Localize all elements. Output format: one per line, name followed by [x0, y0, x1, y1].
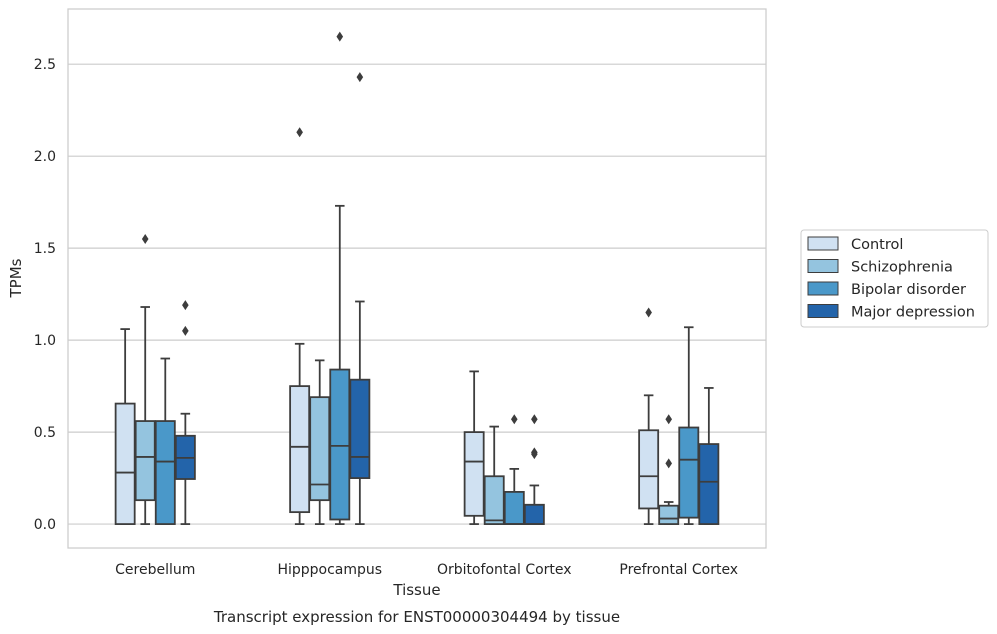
outlier-point: [510, 414, 518, 425]
box-body: [309, 396, 331, 502]
box-body: [134, 420, 156, 502]
y-tick-labels: 0.0 0.5 1.0 1.5 2.0 2.5: [34, 57, 56, 533]
y-tick-label: 2.0: [34, 149, 56, 165]
box: [678, 326, 700, 525]
x-tick-label: Hipppocampus: [277, 562, 382, 578]
legend-label: Schizophrenia: [851, 260, 953, 276]
box: [658, 414, 680, 525]
box: [174, 300, 196, 525]
outlier-point: [665, 414, 673, 425]
y-tick-label: 2.5: [34, 57, 56, 73]
box-body: [289, 385, 311, 514]
box-body: [678, 426, 700, 519]
x-tick-labels: Cerebellum Hipppocampus Orbitofontal Corte…: [115, 562, 738, 578]
box-body: [503, 490, 525, 525]
outlier-point: [182, 300, 189, 311]
legend-swatch: [807, 281, 839, 296]
box-body: [483, 475, 505, 525]
box-body: [638, 429, 660, 510]
outlier-point: [531, 449, 538, 460]
box-body: [114, 402, 136, 525]
box: [309, 359, 331, 525]
legend-swatch: [807, 259, 839, 273]
chart-caption: Transcript expression for ENST0000030449…: [213, 608, 620, 626]
box-body: [349, 378, 371, 479]
series-schizophrenia: [134, 233, 680, 525]
box: [134, 233, 156, 525]
box: [154, 357, 176, 525]
box: [114, 328, 136, 525]
box: [523, 414, 545, 525]
y-tick-label: 1.5: [34, 241, 56, 257]
outlier-point: [531, 414, 538, 425]
y-tick-label: 0.5: [34, 425, 56, 441]
x-tick-label: Orbitofontal Cortex: [437, 562, 572, 578]
outlier-point: [356, 72, 364, 83]
outlier-point: [141, 233, 149, 244]
x-axis-label: Tissue: [392, 581, 440, 599]
series-control: [114, 127, 660, 525]
outlier-point: [182, 325, 189, 336]
legend-frame: [800, 229, 989, 328]
box: [289, 127, 311, 525]
box-body: [463, 431, 485, 517]
x-tick-label: Cerebellum: [115, 562, 195, 578]
box: [329, 31, 351, 525]
outlier-point: [296, 127, 303, 138]
box-body: [658, 504, 680, 525]
x-tick-label: Prefrontal Cortex: [619, 562, 738, 578]
legend-label: Control: [851, 237, 903, 253]
box-body: [523, 503, 545, 525]
box: [638, 307, 660, 525]
y-axis-label: TPMs: [7, 258, 25, 298]
outlier-point: [645, 307, 652, 318]
outlier-point: [665, 458, 673, 469]
box-series: [114, 31, 720, 525]
box: [483, 425, 505, 525]
box: [698, 387, 720, 525]
legend-swatch: [807, 304, 839, 318]
legend-label: Bipolar disorder: [851, 282, 966, 298]
y-tick-label: 1.0: [34, 333, 56, 349]
box-body: [154, 420, 176, 525]
legend-swatch: [807, 236, 839, 251]
series-major-depression: [174, 72, 720, 525]
y-tick-label: 0.0: [34, 517, 56, 533]
box-body: [329, 368, 351, 521]
series-bipolar-disorder: [154, 31, 700, 525]
box: [503, 414, 525, 525]
outlier-point: [336, 31, 344, 42]
box: [463, 370, 485, 525]
legend-label: Major depression: [851, 305, 975, 321]
box: [349, 72, 371, 525]
box-body: [698, 443, 720, 525]
legend: Control Schizophrenia Bipolar disorder Majo…: [800, 229, 989, 328]
